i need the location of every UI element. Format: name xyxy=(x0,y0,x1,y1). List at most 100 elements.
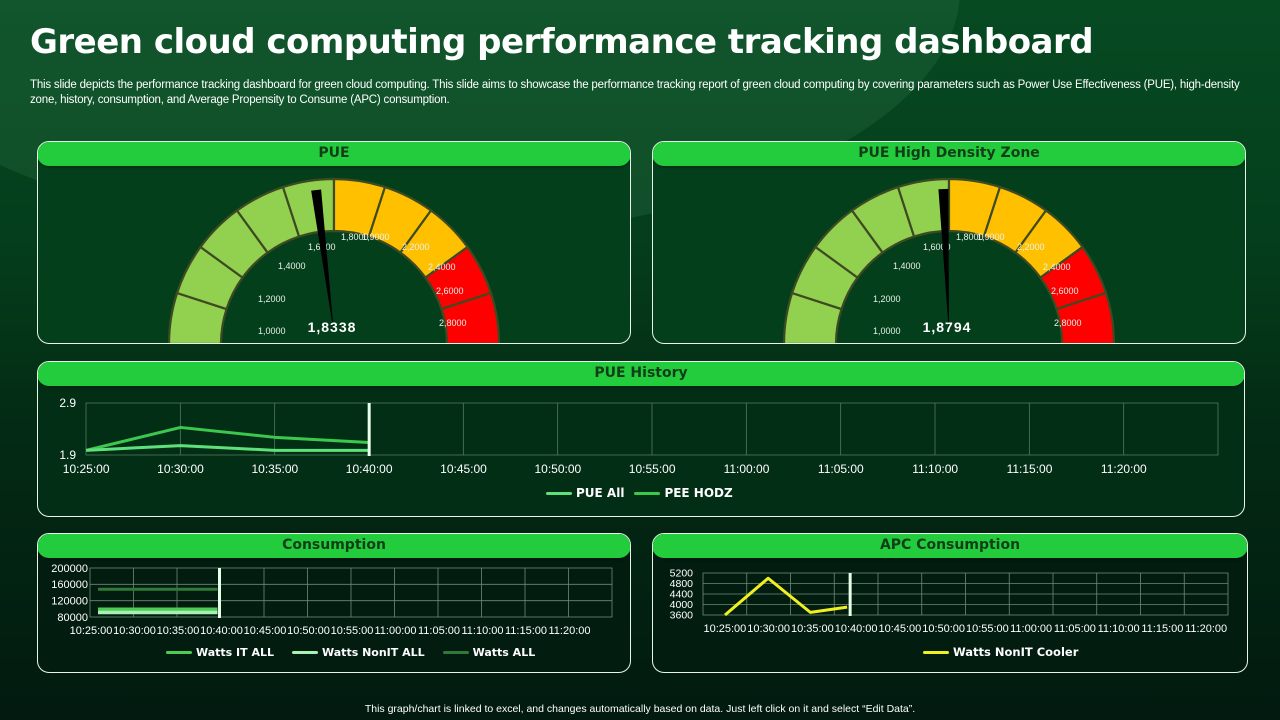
x-axis-label: 11:00:00 xyxy=(724,462,770,476)
gauge-tick-label: 1,6000 xyxy=(923,242,951,252)
legend-label-watts-nonit-cooler: Watts NonIT Cooler xyxy=(953,645,1079,659)
x-axis-label: 10:55:00 xyxy=(331,625,374,637)
legend-item-watts-it-all[interactable]: Watts IT ALL xyxy=(166,646,274,659)
legend-swatch-watts-nonit-all xyxy=(292,651,319,654)
x-axis-label: 10:35:00 xyxy=(251,462,298,476)
chart-series-line[interactable] xyxy=(86,444,370,452)
y-axis-label: 4000 xyxy=(670,599,694,611)
x-axis-label: 11:05:00 xyxy=(418,625,460,637)
chart-grid xyxy=(702,572,1229,616)
x-axis-label: 10:25:00 xyxy=(703,623,746,635)
x-axis-label: 10:40:00 xyxy=(346,462,393,476)
apc-legend: Watts NonIT Cooler xyxy=(923,645,1078,659)
x-axis-label: 11:20:00 xyxy=(548,625,590,637)
x-axis-label: 11:10:00 xyxy=(912,462,958,476)
legend-item-pue-all[interactable]: PUE All xyxy=(546,486,624,500)
x-axis-label: 11:00:00 xyxy=(1010,623,1052,635)
legend-swatch-watts-all xyxy=(442,651,469,654)
pue-hdz-panel[interactable]: PUE High Density Zone 1,0000 1,2000 1,4000… xyxy=(652,141,1246,344)
pue-panel[interactable]: PUE 1,00001,20001,40001,60001,80001,9000… xyxy=(37,141,631,344)
gauge-tick-label: 2,4000 xyxy=(1043,262,1071,272)
x-axis-label: 10:40:00 xyxy=(835,623,878,635)
pue-history-chart[interactable]: 2.9 1.910:25:00 10:30:00 10:35:00 10:40:00 10… xyxy=(38,362,1245,517)
x-axis-label: 11:00:00 xyxy=(374,625,416,637)
footer-note: This graph/chart is linked to excel, and… xyxy=(364,703,916,715)
gauge-tick-label: 2,2000 xyxy=(402,242,430,252)
x-axis-label: 11:10:00 xyxy=(1098,623,1140,635)
y-axis-label: 80000 xyxy=(57,612,88,624)
gauge-tick-label: 1,8000 xyxy=(956,232,984,242)
y-axis-label: 1.9 xyxy=(59,448,76,462)
legend-item-watts-nonit-all[interactable]: Watts NonIT ALL xyxy=(292,646,425,659)
gauge-tick-label: 2,6000 xyxy=(1051,286,1079,296)
gauge-tick-label: 1,8000 xyxy=(341,232,369,242)
legend-item-pee-hodz[interactable]: PEE HODZ xyxy=(634,486,733,500)
apc-panel[interactable]: APC Consumption 5200 4800 4400 4000 3600 10:2… xyxy=(652,533,1248,673)
x-axis-label: 10:45:00 xyxy=(878,623,921,635)
gauge-tick-label: 1,0000 xyxy=(873,326,901,336)
gauge-segment xyxy=(440,291,501,343)
consumption-panel-header: Consumption xyxy=(38,534,630,558)
legend-label-pue-all: PUE All xyxy=(576,486,625,500)
gauge-value: 1,8338 xyxy=(308,319,357,335)
x-axis-label: 10:45:00 xyxy=(440,462,487,476)
y-axis-label: 4800 xyxy=(670,578,694,590)
page-subtitle: This slide depicts the performance track… xyxy=(30,79,1240,106)
chart-series-line[interactable] xyxy=(724,576,848,617)
pue-history-panel[interactable]: PUE History 2.9 1.9 10:25:00 10:30:00 10:35:… xyxy=(37,361,1245,517)
legend-item-watts-nonit-cooler[interactable]: Watts NonIT Cooler xyxy=(923,645,1078,659)
x-axis-label: 10:50:00 xyxy=(287,625,330,637)
x-axis-label: 11:20:00 xyxy=(1185,623,1227,635)
x-axis-label: 10:45:00 xyxy=(244,625,287,637)
x-axis-label: 10:25:00 xyxy=(70,625,113,637)
legend-item-watts-all[interactable]: Watts ALL xyxy=(442,646,536,659)
x-axis-label: 10:50:00 xyxy=(922,623,965,635)
gauge-value: 1,8794 xyxy=(923,319,972,335)
gauge-tick-label: 1,4000 xyxy=(893,261,921,271)
gauge-tick-label: 2,8000 xyxy=(1054,318,1082,328)
consumption-panel[interactable]: Consumption 200000 160000 120000 80000 10:25… xyxy=(37,533,631,673)
gauge-tick-label: 2,6000 xyxy=(436,286,464,296)
y-axis-label: 160000 xyxy=(51,579,88,591)
gauge-tick-label: 1,4000 xyxy=(278,261,306,271)
y-axis-label: 2.9 xyxy=(59,396,76,410)
x-axis-label: 11:15:00 xyxy=(1007,462,1053,476)
y-axis-label: 5200 xyxy=(670,568,694,580)
x-axis-label: 11:15:00 xyxy=(505,625,547,637)
apc-panel-header: APC Consumption xyxy=(653,534,1247,558)
pue-history-panel-header: PUE History xyxy=(38,362,1244,386)
chart-series-line[interactable] xyxy=(85,425,370,452)
x-axis-label: 10:30:00 xyxy=(157,462,204,476)
gauge-tick-label: 1,9000 xyxy=(977,232,1005,242)
x-axis-label: 10:50:00 xyxy=(534,462,581,476)
x-axis-label: 10:35:00 xyxy=(157,625,200,637)
legend-label-watts-it-all: Watts IT ALL xyxy=(196,646,275,659)
gauge-tick-label: 1,9000 xyxy=(362,232,390,242)
legend-label-pee-hodz: PEE HODZ xyxy=(664,486,733,500)
x-axis-label: 10:55:00 xyxy=(629,462,676,476)
gauge-tick-label: 2,2000 xyxy=(1017,242,1045,252)
y-axis-label: 3600 xyxy=(670,610,694,622)
pue-panel-header: PUE xyxy=(38,142,630,166)
pue-gauge[interactable]: 1,00001,20001,40001,60001,80001,90002,20… xyxy=(38,142,631,344)
chart-grid xyxy=(85,402,1219,456)
x-axis-label: 11:20:00 xyxy=(1101,462,1147,476)
x-axis-label: 11:05:00 xyxy=(818,462,864,476)
gauge-tick-label: 1,0000 xyxy=(258,326,286,336)
chart-grid xyxy=(89,567,613,618)
legend-label-watts-all: Watts ALL xyxy=(472,646,536,659)
legend-swatch-watts-it-all xyxy=(166,651,192,654)
pue-hdz-panel-header: PUE High Density Zone xyxy=(653,142,1245,166)
y-axis-label: 200000 xyxy=(51,563,88,575)
gauge-arc xyxy=(782,177,1116,343)
consumption-legend: Watts IT ALL Watts NonIT ALL Watts ALL xyxy=(166,646,535,659)
gauge-tick-label: 1,2000 xyxy=(258,294,286,304)
y-axis-label: 4400 xyxy=(670,589,694,601)
gauge-tick-label: 2,4000 xyxy=(428,262,456,272)
x-axis-label: 11:10:00 xyxy=(461,625,503,637)
legend-swatch-watts-nonit-cooler xyxy=(923,650,949,654)
gauge-segment xyxy=(1055,291,1116,343)
